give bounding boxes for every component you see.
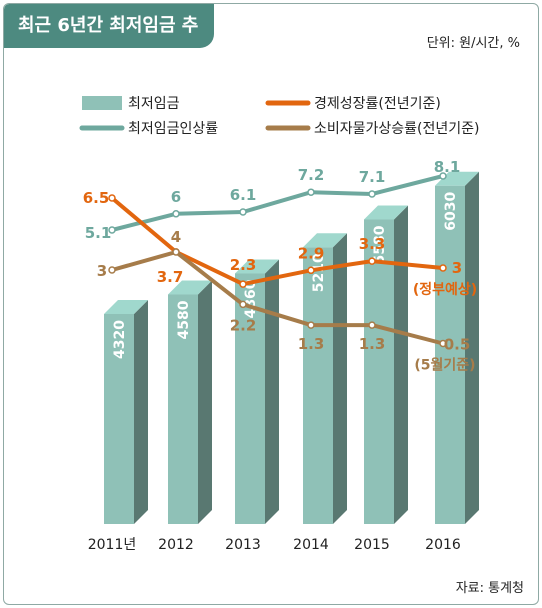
source-label: 자료: 통계청	[455, 581, 524, 596]
cpi-growth-value-label-4: 1.3	[359, 335, 386, 353]
cpi-growth-point-0	[108, 266, 116, 274]
legend-label-1: 경제성장률(전년기준)	[314, 96, 441, 112]
bar-side-4	[394, 205, 408, 524]
cpi-growth-line	[110, 250, 445, 346]
bar-front-4	[364, 219, 394, 524]
unit-label: 단위: 원/시간, %	[426, 36, 520, 51]
x-tick-label-1: 2012	[158, 537, 194, 553]
bar-top-1	[168, 280, 212, 295]
bar-5	[435, 171, 479, 524]
gdp-growth-value-label-2: 2.3	[230, 256, 257, 274]
wage-growth-value-label-3: 7.2	[298, 166, 325, 184]
bar-top-3	[303, 233, 347, 248]
bar-value-label-1: 4580	[176, 300, 192, 339]
chart-title: 최근 6년간 최저임금 추이	[4, 4, 214, 80]
bar-value-label-0: 4320	[112, 320, 128, 359]
cpi-growth-point-4	[368, 321, 376, 329]
bar-side-1	[198, 280, 212, 524]
bar-value-label-5: 6030	[443, 191, 459, 230]
cpi-growth-value-label-0: 3	[97, 262, 107, 280]
wage-growth-value-label-2: 6.1	[230, 186, 257, 204]
gdp-growth-value-label-3: 2.9	[298, 244, 325, 262]
bar-4	[364, 205, 408, 524]
x-tick-label-3: 2014	[293, 537, 329, 553]
bar-side-3	[333, 233, 347, 524]
bar-top-0	[104, 300, 148, 314]
bar-2	[235, 259, 279, 524]
wage-growth-point-0	[108, 226, 116, 234]
wage-growth-value-label-1: 6	[171, 188, 181, 206]
bar-front-3	[303, 247, 333, 524]
wage-growth-value-label-4: 7.1	[359, 168, 386, 186]
wage-growth-point-4	[368, 190, 376, 198]
gdp-growth-point-5	[439, 264, 447, 272]
wage-growth-point-3	[307, 188, 315, 196]
x-tick-label-0: 2011년	[88, 537, 137, 553]
gdp-growth-value-label-0: 6.5	[83, 189, 110, 207]
bar-1	[168, 280, 212, 524]
wage-growth-line	[110, 174, 445, 232]
x-tick-label-4: 2015	[354, 537, 390, 553]
cpi-growth-point-1	[172, 248, 180, 256]
wage-growth-value-label-0: 5.1	[85, 224, 112, 242]
wage-growth-point-2	[239, 208, 247, 216]
bar-front-1	[168, 294, 198, 524]
legend-swatch-0	[82, 96, 122, 110]
cpi-growth-value-label-1: 4	[171, 228, 181, 246]
x-tick-label-2: 2013	[225, 537, 261, 553]
bar-front-5	[435, 185, 465, 524]
wage-growth-value-label-5: 8.1	[434, 158, 461, 176]
annotation-cpi: (5월기준)	[414, 357, 475, 374]
gdp-growth-point-3	[307, 266, 315, 275]
bar-value-label-4: 5580	[372, 225, 388, 264]
legend-label-3: 소비자물가상승률(전년기준)	[314, 121, 479, 137]
cpi-growth-point-5	[439, 339, 447, 348]
wage-growth-point-5	[439, 172, 447, 180]
bar-3	[303, 233, 347, 524]
bar-front-0	[104, 314, 134, 524]
cpi-growth-value-label-2: 2.2	[230, 316, 257, 334]
wage-growth-point-1	[172, 210, 180, 218]
cpi-growth-value-label-5: 0.5	[444, 336, 471, 354]
gdp-growth-point-2	[239, 280, 247, 288]
bar-0	[104, 300, 148, 524]
gdp-growth-value-label-4: 3.3	[359, 235, 386, 253]
x-tick-label-5: 2016	[425, 537, 461, 553]
legend-label-2: 최저임금인상률	[128, 121, 218, 137]
annotation-gdp: (정부예상)	[413, 281, 477, 298]
bar-top-4	[364, 205, 408, 220]
bar-side-2	[265, 259, 279, 524]
legend-label-0: 최저임금	[128, 96, 180, 112]
gdp-growth-line	[110, 196, 445, 287]
gdp-growth-point-0	[108, 194, 116, 202]
gdp-growth-value-label-1: 3.7	[157, 268, 184, 286]
cpi-growth-point-2	[239, 300, 247, 309]
bar-value-label-3: 5210	[311, 253, 327, 292]
bar-front-2	[235, 273, 265, 524]
bar-side-5	[465, 171, 479, 524]
cpi-growth-point-3	[307, 321, 315, 329]
gdp-growth-value-label-5: 3	[452, 259, 462, 277]
bar-side-0	[134, 300, 148, 524]
bar-top-2	[235, 259, 279, 274]
cpi-growth-value-label-3: 1.3	[298, 335, 325, 353]
gdp-growth-point-4	[368, 257, 376, 265]
